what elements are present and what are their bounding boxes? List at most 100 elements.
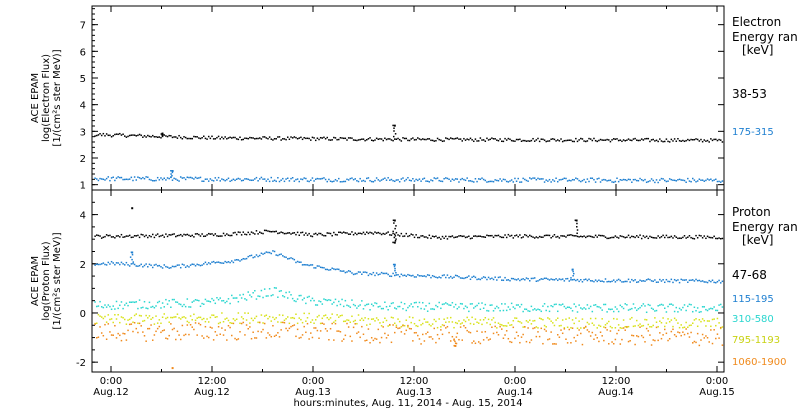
data-point [209, 301, 212, 303]
data-point [405, 178, 408, 181]
data-point [494, 276, 496, 278]
data-point [533, 177, 536, 179]
data-point [158, 264, 161, 267]
data-point [277, 321, 279, 323]
data-point [652, 339, 654, 341]
data-point [132, 301, 134, 303]
data-point [176, 137, 179, 139]
data-point [364, 180, 366, 183]
data-point [258, 137, 261, 139]
data-point [331, 322, 333, 325]
data-point [282, 321, 284, 324]
data-point [657, 181, 659, 184]
data-point [687, 305, 689, 308]
data-point [300, 318, 302, 321]
data-point [286, 232, 289, 234]
data-point [114, 237, 116, 239]
data-point [232, 261, 235, 264]
data-point [716, 237, 719, 240]
data-point [479, 278, 482, 281]
data-point [428, 336, 431, 338]
data-point [435, 235, 437, 237]
data-point [183, 136, 185, 138]
data-point [454, 303, 457, 306]
data-point [705, 140, 707, 142]
data-point [370, 303, 373, 306]
data-point [252, 292, 254, 294]
data-point [425, 333, 427, 335]
data-point [188, 137, 190, 140]
data-point [132, 134, 134, 136]
data-point [145, 307, 147, 309]
data-point [194, 233, 197, 235]
data-point [198, 137, 200, 139]
data-point [333, 339, 335, 341]
x-tick-date-label: Aug.14 [598, 387, 633, 398]
data-point [606, 138, 608, 141]
data-point [540, 178, 543, 180]
data-point [268, 315, 271, 318]
data-point [128, 301, 131, 303]
data-point [188, 321, 190, 324]
data-point [586, 304, 589, 306]
data-point [578, 280, 580, 283]
legend-proton-47-68: 47-68 [732, 268, 767, 282]
data-spike-point [575, 219, 578, 222]
data-point [342, 270, 345, 272]
data-point [715, 324, 717, 327]
data-point [622, 307, 625, 310]
data-point [239, 294, 241, 296]
data-point [278, 336, 281, 338]
data-point [148, 135, 151, 138]
data-point [609, 140, 612, 143]
data-point [578, 329, 580, 331]
data-point [705, 179, 707, 182]
data-point [117, 307, 119, 310]
data-point [683, 140, 686, 143]
data-point [323, 177, 325, 179]
electron-legend-energy: Energy ran [732, 30, 798, 44]
data-point [109, 331, 111, 333]
data-point [370, 232, 373, 234]
data-point [392, 179, 394, 182]
data-point [370, 336, 373, 339]
data-spike-streak [576, 222, 578, 225]
data-point [555, 343, 557, 345]
data-point [168, 267, 170, 269]
data-point [581, 318, 584, 320]
data-point [412, 316, 414, 319]
data-point [193, 135, 195, 138]
data-point [153, 334, 156, 336]
data-point [683, 179, 686, 182]
data-point [349, 270, 352, 273]
data-point [627, 278, 630, 281]
data-point [525, 320, 528, 322]
data-point [449, 304, 452, 307]
data-point [624, 329, 626, 331]
data-point [504, 234, 506, 236]
data-point [318, 337, 320, 340]
data-point [721, 326, 724, 328]
data-point [596, 280, 599, 283]
data-point [333, 231, 335, 234]
data-point [468, 180, 470, 182]
data-point [240, 322, 243, 325]
data-point [130, 301, 133, 304]
data-point [696, 180, 699, 182]
data-point [456, 178, 459, 180]
data-point [156, 327, 159, 330]
data-point [644, 318, 646, 321]
data-point [173, 316, 175, 318]
data-point [351, 272, 353, 274]
data-point [665, 234, 668, 237]
data-point [270, 138, 273, 140]
data-point [710, 138, 712, 140]
data-point [647, 323, 650, 326]
data-point [102, 132, 105, 135]
data-point [430, 139, 432, 142]
data-point [659, 138, 661, 140]
data-point [156, 176, 159, 179]
data-point [393, 138, 396, 140]
data-point [147, 266, 149, 268]
data-point [301, 334, 304, 336]
